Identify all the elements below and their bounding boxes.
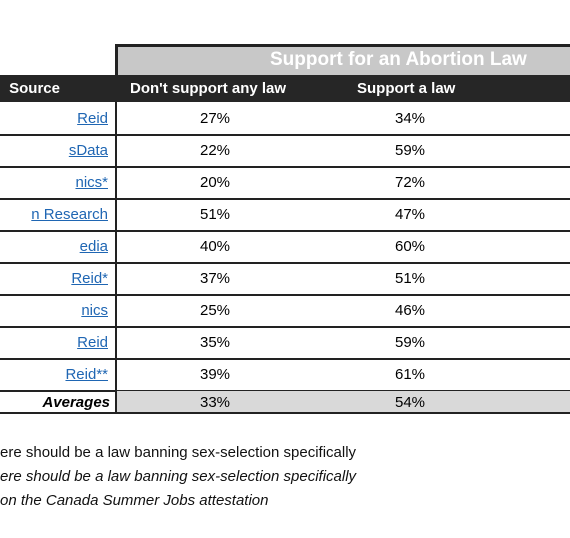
row-border (0, 390, 570, 392)
header-row (0, 75, 570, 102)
value: 51% (199, 206, 231, 223)
column-header: Support a law (357, 80, 456, 97)
source-link[interactable]: edia (79, 238, 108, 255)
column-header: Don't support any law (130, 80, 287, 97)
value: 61% (394, 366, 426, 383)
value: 47% (394, 206, 426, 223)
source-link[interactable]: nics (81, 302, 108, 319)
source-link[interactable]: sData (68, 142, 108, 159)
group-header: Support for an Abortion Law (270, 49, 527, 70)
footnote: ere should be a law banning sex-selectio… (0, 444, 357, 461)
source-link[interactable]: Reid (77, 110, 108, 127)
value: 72% (394, 174, 426, 191)
value: 27% (199, 110, 231, 127)
source-link[interactable]: Reid* (71, 270, 108, 287)
value: 59% (394, 142, 426, 159)
value: 37% (199, 270, 231, 287)
row-border (0, 134, 570, 136)
row-border (0, 230, 570, 232)
value: 20% (199, 174, 231, 191)
source-link[interactable]: nics* (75, 174, 108, 191)
value: 39% (199, 366, 231, 383)
column-header: Source (9, 80, 60, 97)
averages-bg (117, 391, 570, 414)
value: 35% (199, 334, 231, 351)
footnote: ere should be a law banning sex-selectio… (0, 468, 357, 485)
value: 60% (394, 238, 426, 255)
value: 46% (394, 302, 426, 319)
group-header-bg (115, 44, 570, 75)
row-border (0, 198, 570, 200)
row-border (0, 294, 570, 296)
row-border (0, 358, 570, 360)
value: 54% (394, 394, 426, 411)
value: 40% (199, 238, 231, 255)
source-link[interactable]: Reid (77, 334, 108, 351)
source-link[interactable]: Reid** (65, 366, 108, 383)
row-border (0, 326, 570, 328)
averages-label-bg (0, 391, 115, 414)
value: 25% (199, 302, 231, 319)
value: 59% (394, 334, 426, 351)
averages-label: Averages (42, 394, 110, 411)
value: 34% (394, 110, 426, 127)
row-border (0, 166, 570, 168)
source-link[interactable]: n Research (31, 206, 108, 223)
column-divider (115, 102, 117, 414)
row-border (0, 262, 570, 264)
footnote: on the Canada Summer Jobs attestation (0, 492, 269, 509)
value: 22% (199, 142, 231, 159)
value: 51% (394, 270, 426, 287)
value: 33% (199, 394, 231, 411)
